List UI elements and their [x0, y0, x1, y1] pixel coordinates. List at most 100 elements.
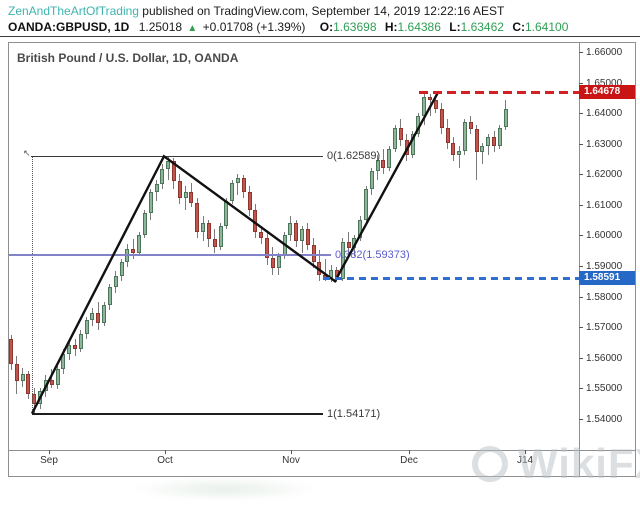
candle-body: [137, 234, 142, 254]
y-axis-tick: [579, 82, 583, 84]
candle-body: [90, 312, 95, 321]
candle-body: [212, 239, 217, 248]
price-axis-separator: [579, 43, 580, 476]
candle-body: [14, 363, 19, 381]
y-axis-tick: [579, 388, 583, 390]
up-triangle-icon: ▲: [187, 23, 198, 34]
high-label: H:: [384, 20, 398, 34]
close-value: 1.64100: [524, 20, 569, 34]
chart-title: British Pound / U.S. Dollar, 1D, OANDA: [17, 51, 239, 65]
candle-body: [375, 159, 380, 171]
candle-body: [398, 127, 403, 141]
candle-wick: [185, 185, 187, 211]
candle-body: [177, 181, 182, 199]
candle-body: [305, 228, 310, 246]
y-axis-tick: [579, 265, 583, 267]
low-label: L:: [449, 20, 461, 34]
y-axis-label: 1.61000: [586, 199, 623, 211]
y-axis-tick: [579, 174, 583, 176]
candle-body: [474, 129, 479, 153]
trend-zigzag-line: [30, 91, 440, 415]
candle-body: [445, 127, 450, 144]
candle-body: [55, 369, 60, 385]
candle-body: [230, 182, 235, 202]
candle-body: [422, 97, 427, 116]
y-axis-tick: [579, 143, 583, 145]
candle-body: [241, 178, 246, 192]
candle-body: [49, 379, 54, 385]
candle-body: [166, 161, 171, 170]
y-axis-label: 1.65000: [586, 77, 623, 89]
x-axis-tick: [165, 450, 166, 454]
candle-body: [20, 374, 25, 381]
candle-body: [218, 225, 223, 247]
candle-body: [393, 127, 398, 150]
candle-body: [457, 150, 462, 156]
candle-body: [142, 213, 147, 235]
y-axis-label: 1.66000: [586, 46, 623, 58]
candle-body: [346, 242, 351, 249]
fib-level-1-label: 1(1.54171): [327, 407, 381, 420]
chart-frame: British Pound / U.S. Dollar, 1D, OANDA ↖…: [8, 42, 636, 477]
watermark-smudge: [130, 477, 320, 501]
candle-body: [189, 191, 194, 203]
candle-body: [369, 170, 374, 189]
fib-level-382-line: [9, 253, 331, 256]
fib-level-382-label: 0.382(1.59373): [335, 248, 410, 261]
candle-body: [288, 222, 293, 235]
candle-body: [259, 231, 264, 238]
candle-body: [265, 237, 270, 258]
candle-body: [201, 222, 206, 232]
time-axis-separator: [9, 450, 635, 451]
candle-body: [503, 109, 508, 127]
y-axis-label: 1.60000: [586, 230, 623, 242]
y-axis-label: 1.64000: [586, 108, 623, 120]
x-axis-label: Sep: [40, 455, 58, 466]
candle-body: [364, 188, 369, 220]
symbol-label[interactable]: OANDA:GBPUSD, 1D: [8, 20, 130, 34]
chart-canvas[interactable]: British Pound / U.S. Dollar, 1D, OANDA ↖…: [9, 43, 579, 450]
last-price: 1.25018: [138, 20, 183, 34]
candle-body: [270, 257, 275, 269]
candle-wick: [237, 173, 239, 196]
candle-body: [206, 222, 211, 240]
candle-body: [9, 339, 13, 364]
candle-body: [171, 161, 176, 182]
candle-body: [107, 286, 112, 306]
candle-body: [433, 100, 438, 110]
candle-body: [148, 191, 153, 214]
candle-body: [462, 121, 467, 151]
x-axis-tick: [525, 450, 526, 454]
fib-anchor-arrow-icon: ↖: [23, 148, 31, 159]
candle-body: [195, 202, 200, 232]
y-axis-tick: [579, 418, 583, 420]
candle-body: [480, 146, 485, 153]
y-axis-tick: [579, 327, 583, 329]
author-link[interactable]: ZenAndTheArtOfTrading: [8, 4, 139, 18]
x-axis-label: Oct: [157, 455, 173, 466]
candle-body: [451, 143, 456, 156]
candle-body: [102, 305, 107, 324]
symbol-info-bar: OANDA:GBPUSD, 1D 1.25018 ▲ +0.01708 (+1.…: [8, 20, 568, 34]
candle-wick: [458, 146, 460, 168]
candle-body: [247, 191, 252, 211]
y-axis-label: 1.56000: [586, 352, 623, 364]
candle-body: [78, 334, 83, 350]
candle-body: [381, 159, 386, 168]
y-axis-tick: [579, 204, 583, 206]
candle-body: [26, 374, 31, 394]
x-axis-tick: [49, 450, 50, 454]
high-value: 1.64386: [397, 20, 441, 34]
y-axis-label: 1.59000: [586, 260, 623, 272]
candle-body: [492, 136, 497, 147]
y-axis-tick: [579, 296, 583, 298]
candle-wick: [51, 369, 53, 388]
y-axis-tick: [579, 357, 583, 359]
y-axis-label: 1.54000: [586, 413, 623, 425]
candle-body: [294, 222, 299, 241]
candle-body: [67, 344, 72, 354]
y-axis-label: 1.58000: [586, 291, 623, 303]
candle-wick: [481, 143, 483, 165]
fib-anchor-vline: [32, 156, 33, 414]
